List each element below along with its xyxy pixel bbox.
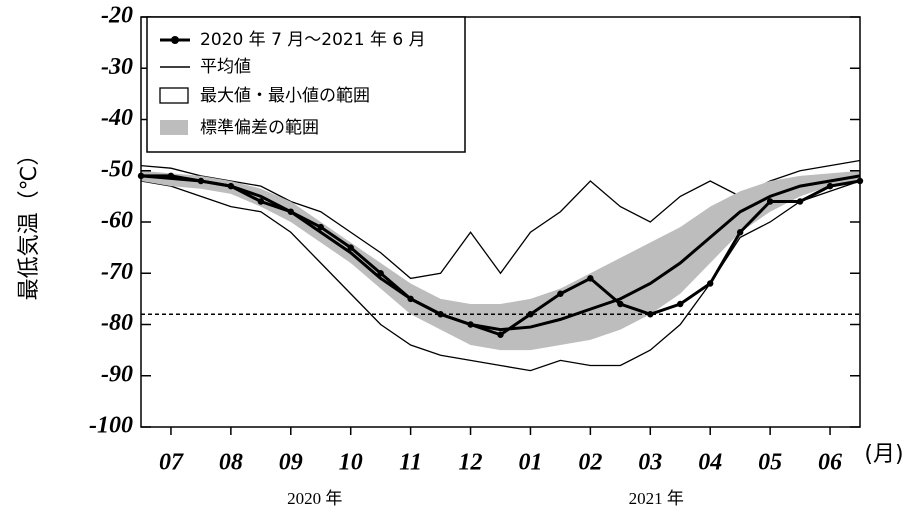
- data-point: [377, 270, 384, 277]
- series-line: [140, 174, 861, 332]
- x-tick-label: 08: [219, 450, 243, 476]
- legend-label: 2020 年 7 月～2021 年 6 月: [200, 30, 426, 50]
- data-point: [677, 300, 684, 308]
- legend-label: 最大値・最小値の範囲: [200, 86, 370, 106]
- y-tick-label: -60: [101, 208, 133, 234]
- y-tick-label: -40: [101, 105, 133, 131]
- y-axis-label: 最低気温（℃）: [17, 144, 42, 301]
- x-tick-label: 11: [399, 450, 422, 476]
- x-tick-label: 12: [459, 450, 483, 476]
- year-label: 2021 年: [629, 489, 684, 508]
- x-tick-label: 02: [578, 450, 602, 476]
- data-point: [317, 223, 324, 231]
- x-tick-label: 05: [758, 450, 782, 476]
- data-point: [497, 331, 504, 338]
- legend-swatch: [171, 36, 179, 44]
- year-label: 2020 年: [287, 489, 342, 508]
- range-line: [140, 180, 861, 372]
- data-point: [707, 280, 714, 287]
- data-point: [796, 198, 804, 205]
- y-tick-label: -90: [101, 361, 133, 387]
- data-point: [587, 275, 594, 282]
- y-tick-label: -50: [101, 156, 133, 182]
- legend-box: [146, 16, 466, 153]
- y-tick-label: -70: [101, 259, 133, 285]
- x-tick-label: 09: [279, 450, 303, 476]
- x-tick-label: 03: [638, 450, 662, 476]
- data-point: [647, 311, 654, 318]
- data-point: [527, 311, 534, 318]
- data-point: [766, 198, 774, 205]
- legend-swatch: [159, 87, 189, 104]
- x-unit-label: (月): [864, 442, 903, 467]
- y-tick-label: -20: [101, 3, 133, 29]
- y-tick-label: -80: [101, 310, 133, 336]
- y-tick-label: -100: [89, 413, 133, 439]
- x-tick-label: 06: [818, 450, 842, 476]
- x-tick-label: 04: [698, 450, 722, 476]
- legend-label: 平均値: [200, 57, 251, 77]
- data-point: [257, 198, 265, 205]
- y-tick-label: -30: [101, 54, 133, 80]
- data-point: [347, 244, 354, 251]
- x-tick-label: 07: [159, 450, 184, 476]
- data-point: [736, 229, 744, 236]
- std-band: [141, 170, 860, 351]
- data-point: [826, 182, 834, 190]
- x-tick-label: 01: [518, 450, 542, 476]
- x-tick-label: 10: [339, 450, 363, 476]
- legend-swatch: [160, 120, 188, 135]
- data-point: [557, 290, 564, 297]
- legend-label: 標準偏差の範囲: [200, 118, 319, 138]
- data-point: [617, 300, 624, 308]
